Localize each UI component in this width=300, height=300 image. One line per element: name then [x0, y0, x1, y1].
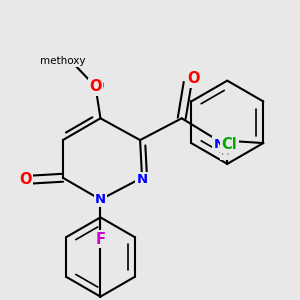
Text: O: O [19, 172, 31, 187]
Text: Cl: Cl [221, 136, 237, 152]
Text: methoxy: methoxy [40, 56, 86, 66]
Text: O: O [89, 79, 102, 94]
Text: F: F [95, 232, 106, 247]
Text: N: N [136, 173, 148, 186]
Text: H: H [221, 146, 230, 158]
Text: O: O [187, 71, 200, 86]
Text: N: N [214, 138, 225, 151]
Text: O: O [91, 79, 104, 94]
Text: N: N [95, 193, 106, 206]
